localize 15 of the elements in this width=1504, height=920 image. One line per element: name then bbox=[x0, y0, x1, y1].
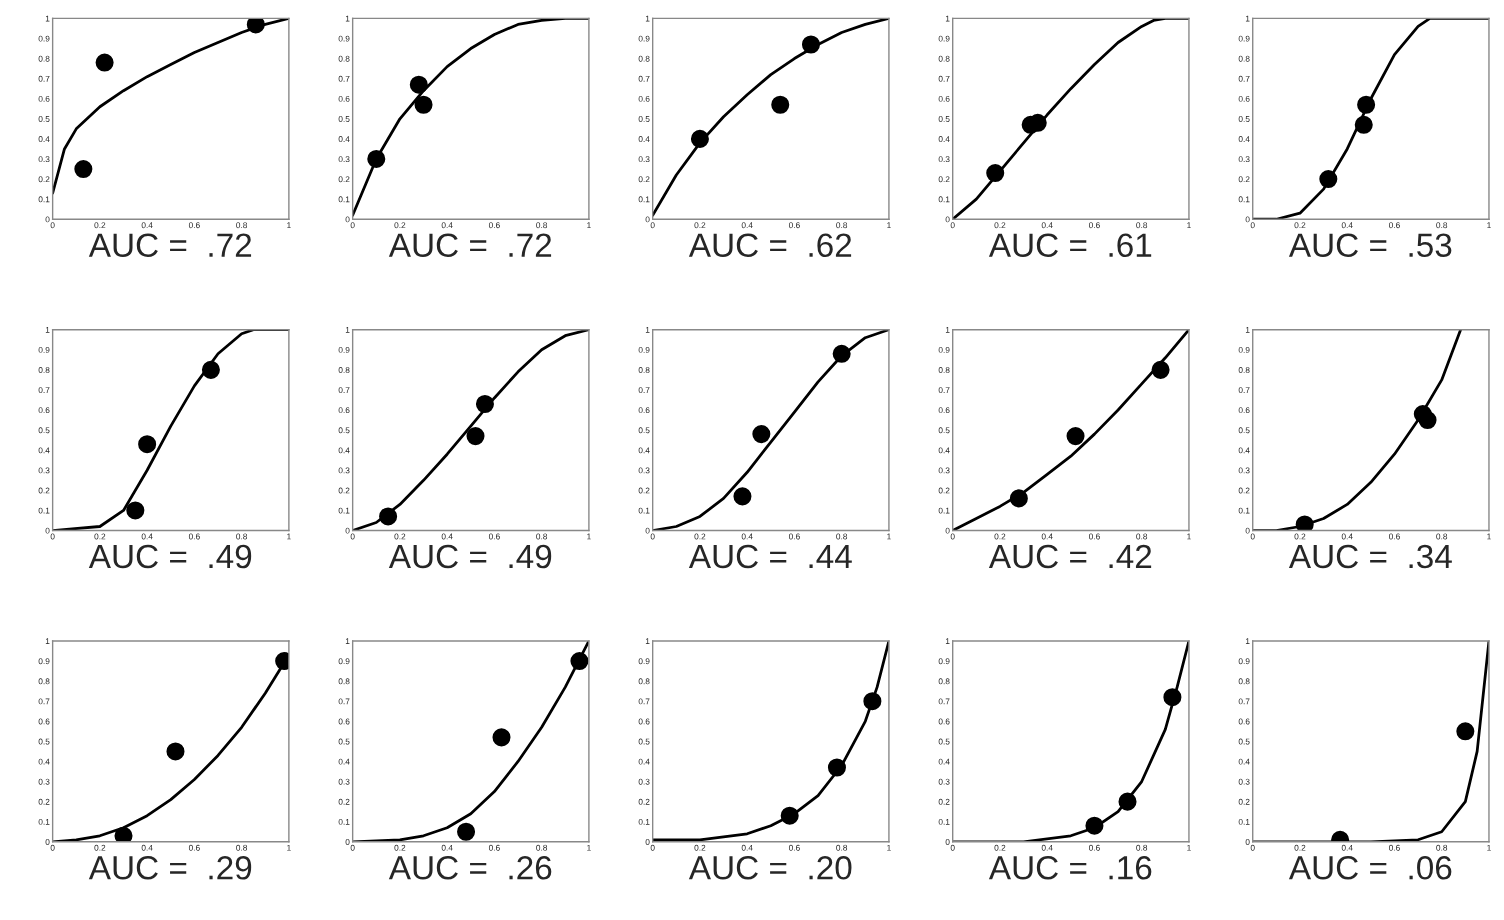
x-axis-title: AUC = .42 bbox=[988, 544, 1152, 569]
x-axis-title: AUC = .49 bbox=[388, 544, 552, 569]
x-axis-title: AUC = .72 bbox=[88, 233, 252, 258]
x-axis-title: AUC = .16 bbox=[988, 856, 1152, 880]
x-axis-title: AUC = .26 bbox=[388, 856, 552, 880]
x-axis-title: AUC = .72 bbox=[388, 233, 552, 258]
x-axis-title: AUC = .62 bbox=[688, 233, 852, 258]
x-axis-title: AUC = .61 bbox=[988, 233, 1152, 258]
x-axis-title: AUC = .06 bbox=[1288, 856, 1452, 880]
x-axis-title: AUC = .44 bbox=[688, 544, 852, 569]
x-axis-title: AUC = .29 bbox=[88, 856, 252, 880]
x-axis-title: AUC = .20 bbox=[688, 856, 852, 880]
x-axis-title: AUC = .34 bbox=[1288, 544, 1452, 569]
x-axis-title: AUC = .49 bbox=[88, 544, 252, 569]
x-axis-title: AUC = .53 bbox=[1288, 233, 1452, 258]
